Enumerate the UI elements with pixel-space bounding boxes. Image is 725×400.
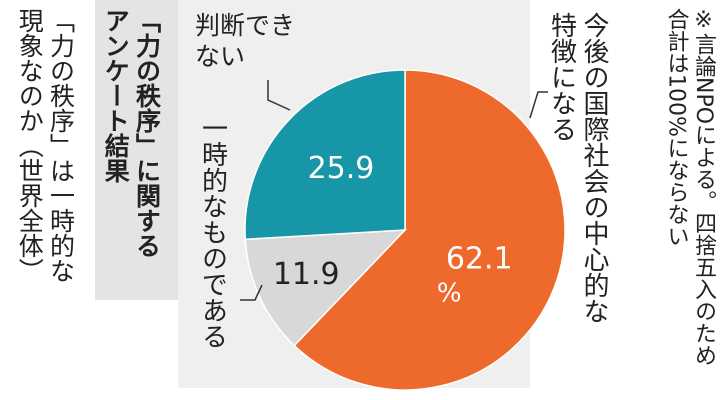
note: ※言論NPOによる。四捨五入のため合計は100%にならない (663, 8, 717, 367)
category-label: 今後の国際社会の中心的な特徴になる (546, 12, 610, 324)
category-label: 判断できない (195, 11, 296, 72)
value-label: 62.1 (446, 241, 513, 276)
chart-title: 「力の秩序」に関するアンケート結果 (101, 8, 162, 258)
value-label: 11.9 (273, 257, 340, 292)
leader-line (529, 91, 548, 119)
pie-slice (293, 69, 566, 391)
value-unit: % (437, 278, 462, 308)
pie: 62.1% 11.9 25.9 (244, 69, 566, 391)
leader-line (267, 80, 291, 111)
pie-slice (244, 229, 407, 347)
pie-slice (244, 69, 406, 241)
leader-line (240, 284, 263, 301)
title-background (95, 0, 178, 300)
category-label: 一時的なものである (197, 115, 228, 349)
value-label: 25.9 (308, 151, 375, 186)
chart-subtitle: 「力の秩序」は一時的な現象なのか（世界全体） (15, 8, 76, 283)
